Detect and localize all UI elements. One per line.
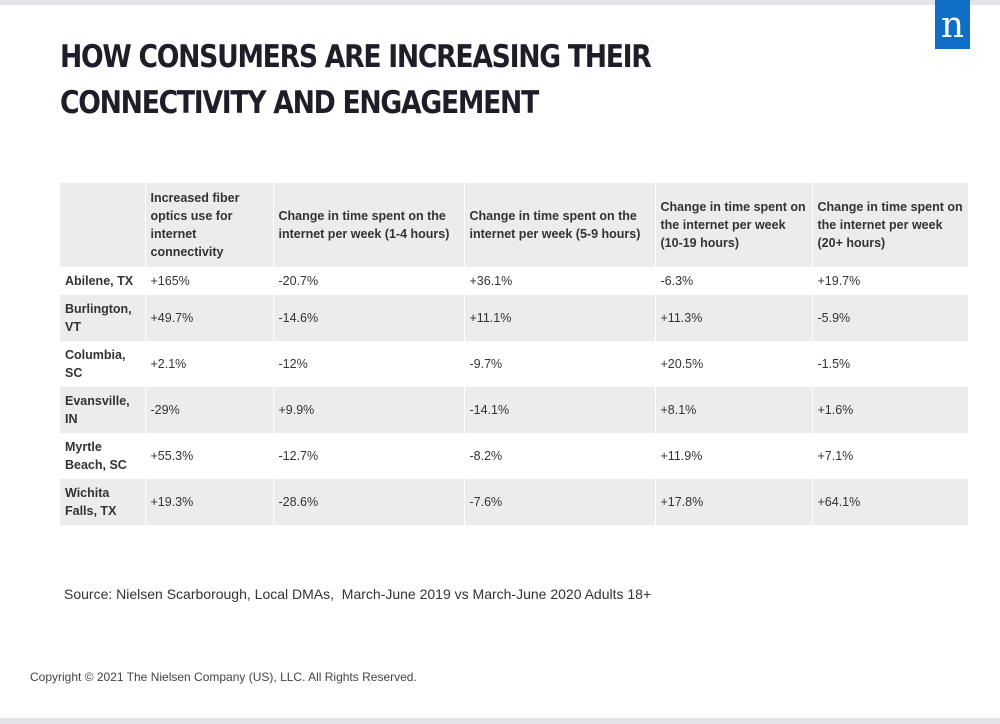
value-cell: -7.6% xyxy=(464,479,656,525)
value-cell: +11.9% xyxy=(655,433,813,479)
page-title: HOW CONSUMERS ARE INCREASING THEIR CONNE… xyxy=(60,39,652,121)
value-cell: -14.1% xyxy=(464,387,656,433)
value-cell: -20.7% xyxy=(273,267,465,295)
value-cell: -1.5% xyxy=(812,341,968,387)
value-cell: +7.1% xyxy=(812,433,968,479)
value-cell: +49.7% xyxy=(145,295,274,341)
value-cell: -8.2% xyxy=(464,433,656,479)
header-fiber-optics: Increased fiber optics use for internet … xyxy=(145,183,274,267)
header-1-4-hours: Change in time spent on the internet per… xyxy=(273,183,465,267)
table-row: Myrtle Beach, SC +55.3% -12.7% -8.2% +11… xyxy=(60,433,968,479)
value-cell: -28.6% xyxy=(273,479,465,525)
header-5-9-hours: Change in time spent on the internet per… xyxy=(464,183,656,267)
source-note: Source: Nielsen Scarborough, Local DMAs,… xyxy=(64,586,652,602)
location-cell: Columbia, SC xyxy=(60,341,146,387)
value-cell: +11.1% xyxy=(464,295,656,341)
value-cell: +64.1% xyxy=(812,479,968,525)
value-cell: +36.1% xyxy=(464,267,656,295)
bottom-border xyxy=(0,718,1000,724)
value-cell: -9.7% xyxy=(464,341,656,387)
value-cell: -12.7% xyxy=(273,433,465,479)
top-border xyxy=(0,0,1000,5)
location-cell: Wichita Falls, TX xyxy=(60,479,146,525)
logo-letter: n xyxy=(940,5,965,46)
header-20-plus-hours: Change in time spent on the internet per… xyxy=(812,183,968,267)
value-cell: -12% xyxy=(273,341,465,387)
value-cell: +2.1% xyxy=(145,341,274,387)
value-cell: -14.6% xyxy=(273,295,465,341)
value-cell: +1.6% xyxy=(812,387,968,433)
table-row: Wichita Falls, TX +19.3% -28.6% -7.6% +1… xyxy=(60,479,968,525)
value-cell: +19.7% xyxy=(812,267,968,295)
location-cell: Burlington, VT xyxy=(60,295,146,341)
value-cell: +20.5% xyxy=(655,341,813,387)
header-location xyxy=(60,183,146,267)
value-cell: -6.3% xyxy=(655,267,813,295)
copyright-notice: Copyright © 2021 The Nielsen Company (US… xyxy=(30,670,417,684)
nielsen-logo: n xyxy=(935,0,970,49)
value-cell: +9.9% xyxy=(273,387,465,433)
table-row: Columbia, SC +2.1% -12% -9.7% +20.5% -1.… xyxy=(60,341,968,387)
table-header-row: Increased fiber optics use for internet … xyxy=(60,183,968,267)
value-cell: +8.1% xyxy=(655,387,813,433)
location-cell: Abilene, TX xyxy=(60,267,146,295)
table-row: Abilene, TX +165% -20.7% +36.1% -6.3% +1… xyxy=(60,267,968,295)
value-cell: +19.3% xyxy=(145,479,274,525)
location-cell: Evansville, IN xyxy=(60,387,146,433)
value-cell: -29% xyxy=(145,387,274,433)
value-cell: -5.9% xyxy=(812,295,968,341)
connectivity-table: Increased fiber optics use for internet … xyxy=(60,183,968,525)
value-cell: +17.8% xyxy=(655,479,813,525)
value-cell: +165% xyxy=(145,267,274,295)
table-row: Evansville, IN -29% +9.9% -14.1% +8.1% +… xyxy=(60,387,968,433)
location-cell: Myrtle Beach, SC xyxy=(60,433,146,479)
value-cell: +55.3% xyxy=(145,433,274,479)
value-cell: +11.3% xyxy=(655,295,813,341)
header-10-19-hours: Change in time spent on the internet per… xyxy=(655,183,813,267)
table-row: Burlington, VT +49.7% -14.6% +11.1% +11.… xyxy=(60,295,968,341)
